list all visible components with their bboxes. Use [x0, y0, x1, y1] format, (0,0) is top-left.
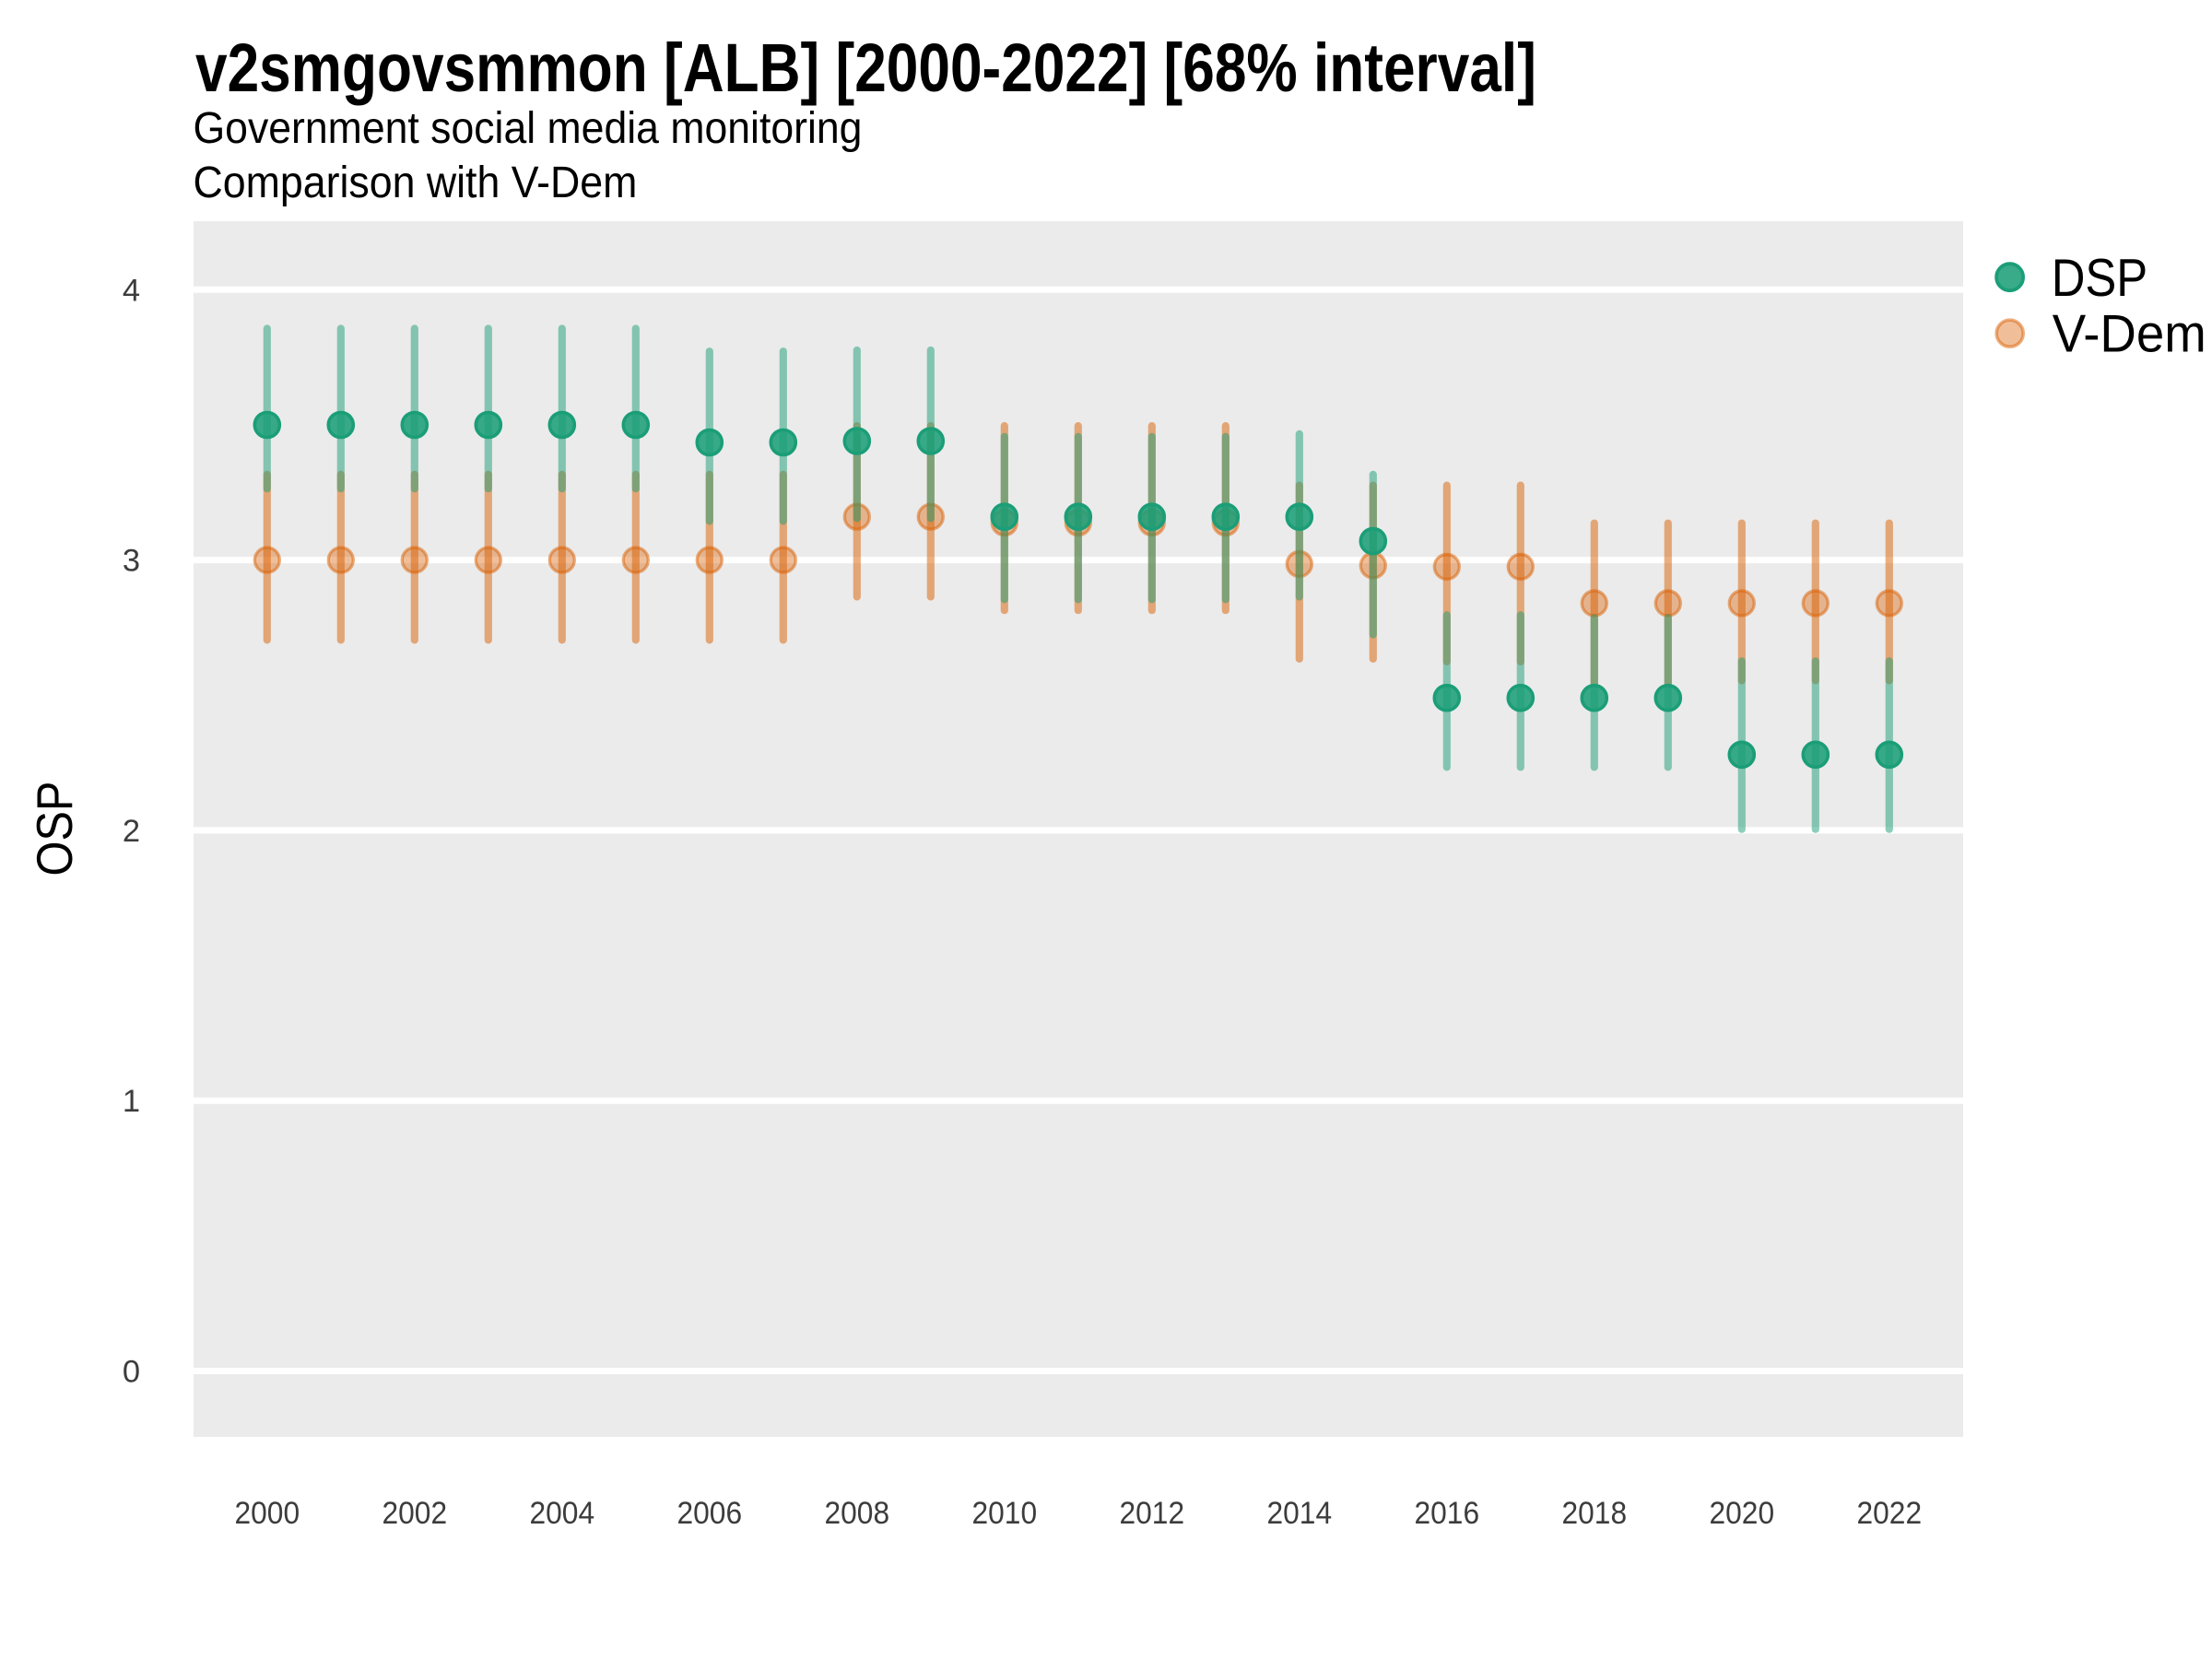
- svg-text:2022: 2022: [1857, 1496, 1923, 1532]
- svg-text:2020: 2020: [1710, 1496, 1775, 1532]
- svg-text:3: 3: [123, 544, 140, 579]
- svg-text:2000: 2000: [235, 1496, 300, 1532]
- svg-text:1: 1: [123, 1084, 140, 1119]
- svg-text:DSP: DSP: [2052, 249, 2147, 308]
- svg-text:v2smgovsmmon [ALB] [2000-2022]: v2smgovsmmon [ALB] [2000-2022] [68% inte…: [195, 30, 1536, 106]
- svg-text:2008: 2008: [825, 1496, 890, 1532]
- svg-text:2018: 2018: [1562, 1496, 1628, 1532]
- svg-text:Comparison with V-Dem: Comparison with V-Dem: [194, 157, 638, 206]
- svg-text:2004: 2004: [530, 1496, 595, 1532]
- svg-text:2002: 2002: [382, 1496, 448, 1532]
- svg-text:2014: 2014: [1267, 1496, 1333, 1532]
- svg-text:OSP: OSP: [26, 782, 82, 877]
- svg-text:2: 2: [123, 814, 140, 849]
- svg-text:Government social media monito: Government social media monitoring: [194, 102, 863, 152]
- svg-text:2016: 2016: [1415, 1496, 1480, 1532]
- svg-text:2006: 2006: [677, 1496, 743, 1532]
- svg-text:2012: 2012: [1120, 1496, 1185, 1532]
- svg-text:2010: 2010: [972, 1496, 1038, 1532]
- svg-text:V-Dem: V-Dem: [2053, 303, 2206, 362]
- svg-text:0: 0: [123, 1355, 140, 1390]
- svg-text:4: 4: [123, 273, 140, 308]
